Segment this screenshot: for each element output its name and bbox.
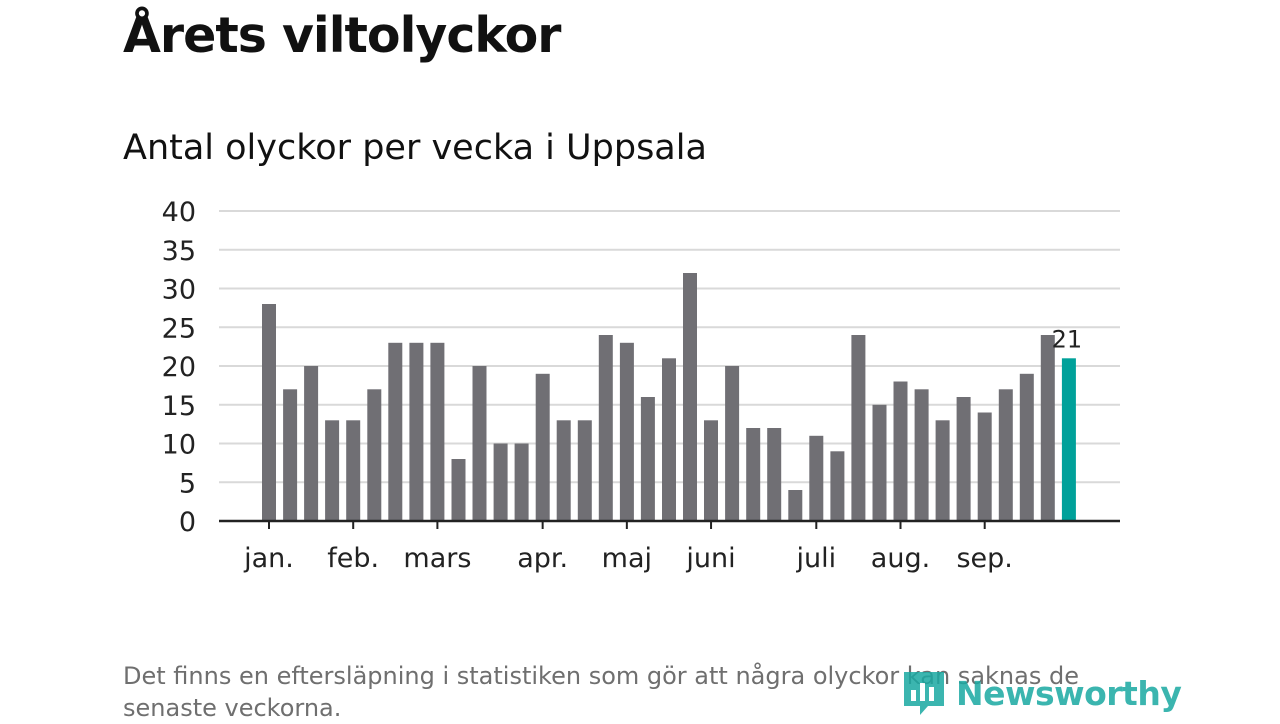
x-tick-label-juni: juni (685, 543, 735, 574)
y-tick-label-15: 15 (162, 391, 196, 422)
bar-week-29 (851, 335, 866, 521)
bar-week-27 (809, 435, 824, 522)
bar-week-1 (262, 304, 276, 521)
bar-week-34 (956, 397, 971, 521)
y-tick-label-20: 20 (162, 352, 196, 383)
newsworthy-logo: Newsworthy (900, 668, 1182, 718)
bar-week-25 (767, 428, 782, 521)
bar-week-17 (598, 335, 613, 521)
bar-week-5 (346, 420, 361, 522)
bar-week-31 (893, 381, 908, 521)
y-tick-label-10: 10 (162, 430, 196, 461)
data-label-last-week: 21 (1052, 325, 1083, 353)
y-tick-label-35: 35 (162, 236, 196, 267)
newsworthy-logo-icon (904, 672, 944, 715)
bar-week-22 (704, 420, 718, 522)
bar-week-13 (514, 443, 529, 521)
chart-title: Årets viltolyckor (123, 7, 561, 64)
x-tick-label-jan: jan. (243, 543, 294, 574)
bar-week-36 (998, 389, 1013, 522)
bar-week-14 (535, 373, 550, 522)
bar-week-32 (914, 389, 929, 522)
bar-week-24 (746, 428, 761, 521)
bar-week-3 (304, 366, 319, 521)
bar-week-7 (388, 342, 403, 522)
bar-week-21 (683, 273, 697, 521)
bar-week-10 (451, 459, 466, 521)
chart-subtitle: Antal olyckor per vecka i Uppsala (123, 128, 707, 168)
x-tick-label-feb: feb. (327, 543, 379, 574)
bar-week-38 (1040, 335, 1055, 521)
bar-week-28 (830, 451, 845, 522)
bar-week-33 (935, 420, 950, 522)
y-tick-label-5: 5 (179, 468, 196, 499)
y-tick-label-30: 30 (162, 275, 196, 306)
bar-week-9 (430, 342, 445, 522)
bar-week-39 (1061, 358, 1076, 522)
bar-week-26 (788, 490, 803, 521)
y-tick-label-40: 40 (162, 197, 196, 228)
bar-week-23 (725, 366, 740, 521)
bar-week-4 (325, 420, 340, 522)
bar-week-37 (1019, 373, 1034, 522)
bar-week-8 (409, 342, 424, 522)
newsworthy-logo-text: Newsworthy (956, 673, 1182, 713)
x-tick-label-aug: aug. (871, 543, 930, 574)
x-tick-label-maj: maj (602, 543, 652, 574)
x-tick-label-sep: sep. (956, 543, 1012, 574)
bar-week-12 (493, 443, 508, 521)
bar-week-18 (619, 342, 634, 522)
y-tick-label-0: 0 (179, 507, 196, 538)
bar-week-15 (556, 420, 571, 522)
bar-week-20 (662, 358, 676, 522)
bar-week-16 (577, 420, 592, 522)
bar-week-6 (367, 389, 382, 522)
bar-week-11 (472, 366, 487, 521)
bar-week-35 (977, 412, 992, 521)
x-tick-label-juli: juli (795, 543, 836, 574)
bar-week-2 (283, 389, 298, 522)
y-tick-label-25: 25 (162, 313, 196, 344)
x-tick-label-mars: mars (403, 543, 471, 574)
x-tick-label-apr: apr. (517, 543, 568, 574)
bar-week-19 (640, 397, 655, 521)
bar-chart: 0 5 10 15 20 25 30 35 40 21 jan. feb. mars apr. maj jun… (162, 197, 1120, 574)
bar-week-30 (872, 404, 887, 522)
